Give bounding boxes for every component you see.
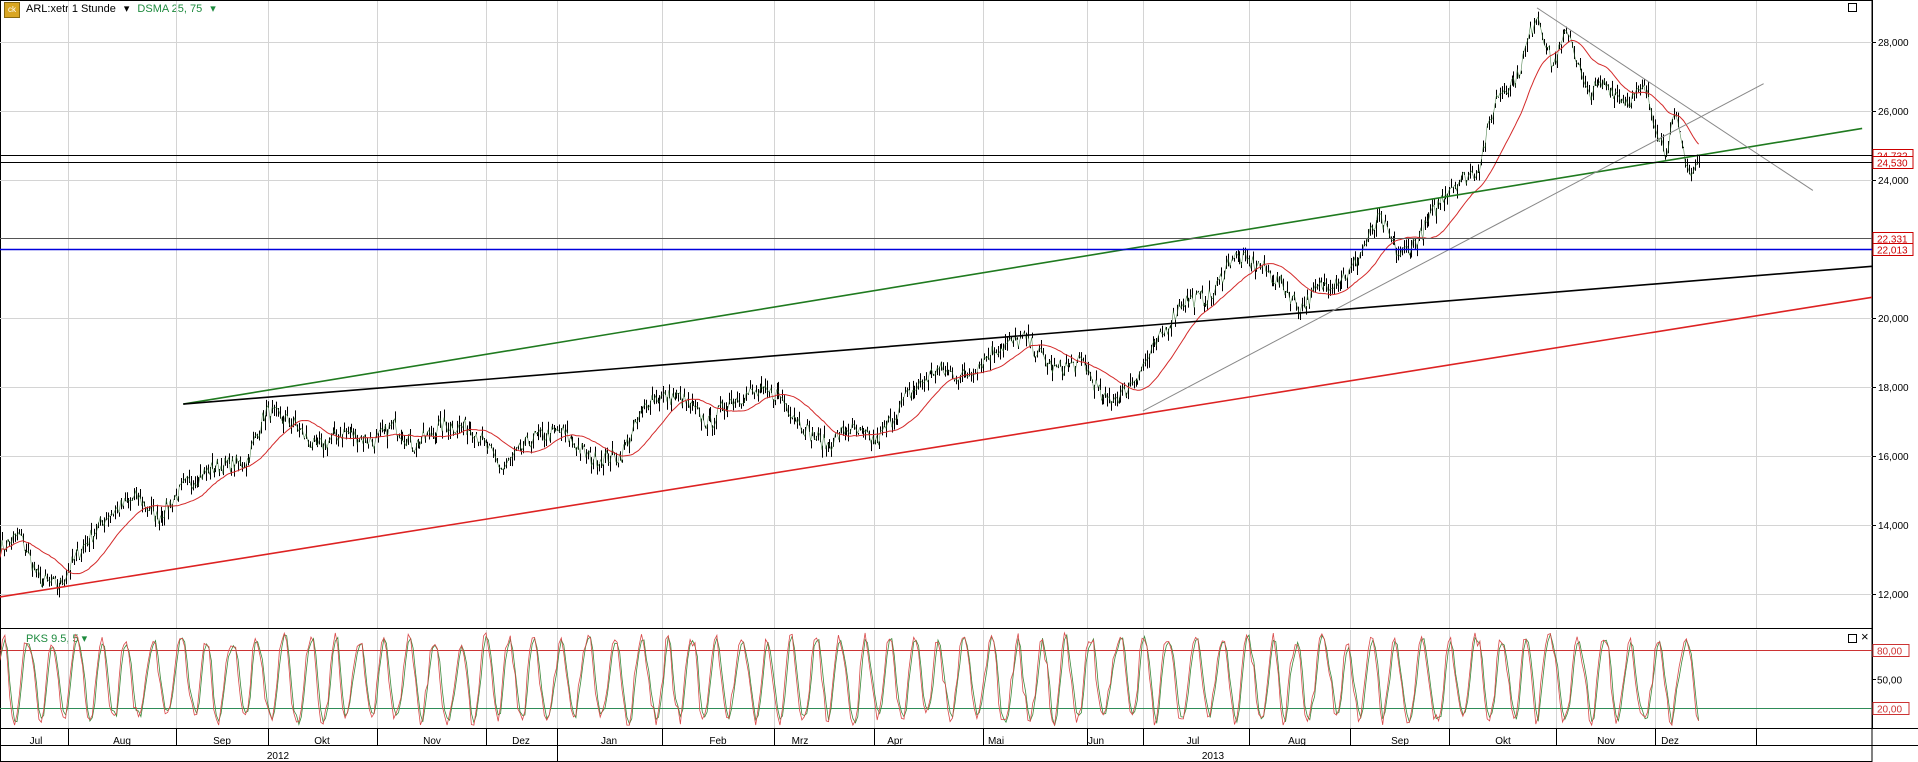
- osc-tick-label: 20,00: [1877, 705, 1902, 716]
- indicator-label[interactable]: DSMA 25, 75: [137, 2, 203, 15]
- osc-level-label-box: [1872, 644, 1910, 657]
- x-month-label: Sep: [213, 736, 231, 747]
- level-label: 22,013: [1877, 246, 1908, 257]
- x-month-label: Jan: [601, 736, 617, 747]
- chart-header: ARL:xetr 1 Stunde ▾ DSMA 25, 75 ▾: [26, 2, 216, 16]
- level-label: 24,530: [1877, 159, 1908, 170]
- x-month-label: Sep: [1391, 736, 1409, 747]
- x-month-label: Apr: [887, 736, 903, 747]
- trend-line: [183, 265, 1873, 405]
- osc-signal-line: [0, 632, 1699, 726]
- x-month-label: Aug: [113, 736, 131, 747]
- maximize-pane-icon[interactable]: [1848, 3, 1857, 12]
- maximize-oscillator-icon[interactable]: [1848, 634, 1857, 643]
- x-month-label: Mai: [988, 736, 1004, 747]
- osc-main-line: [0, 631, 1699, 727]
- y-tick-label: 20,000: [1878, 314, 1909, 325]
- x-month-label: Jun: [1088, 736, 1104, 747]
- trend-line: [0, 296, 1873, 598]
- trend-line: [183, 127, 1863, 405]
- x-month-label: Dez: [512, 736, 530, 747]
- level-label-box: [1872, 243, 1914, 256]
- x-month-label: Feb: [709, 736, 727, 747]
- osc-tick-label: 80,00: [1877, 647, 1902, 658]
- price-close-line: [0, 16, 1699, 590]
- level-label: 22,331: [1877, 235, 1908, 246]
- dropdown-arrow-icon[interactable]: ▾: [123, 3, 130, 15]
- x-month-label: Jul: [30, 736, 43, 747]
- y-tick-label: 16,000: [1878, 452, 1909, 463]
- x-year-label: 2013: [1202, 751, 1225, 762]
- y-tick-label: 18,000: [1878, 383, 1909, 394]
- osc-tick-label: 50,00: [1877, 676, 1902, 687]
- y-tick-label: 24,000: [1878, 176, 1909, 187]
- indicator-dropdown-icon[interactable]: ▾: [210, 3, 216, 15]
- x-month-label: Nov: [423, 736, 441, 747]
- x-month-label: Aug: [1288, 736, 1306, 747]
- x-month-label: Nov: [1597, 736, 1615, 747]
- osc-level-label-box: [1872, 702, 1910, 715]
- x-month-label: Jul: [1187, 736, 1200, 747]
- y-tick-label: 26,000: [1878, 107, 1909, 118]
- trend-line: [1536, 7, 1814, 191]
- trend-line: [1142, 83, 1764, 412]
- x-month-label: Okt: [314, 736, 330, 747]
- y-tick-label: 14,000: [1878, 521, 1909, 532]
- oscillator-label[interactable]: PKS 9.5, 5 ▾: [26, 633, 88, 645]
- level-label-box: [1872, 156, 1914, 169]
- x-year-label: 2012: [267, 751, 290, 762]
- moving-average-line: [0, 39, 1699, 575]
- instrument-logo-icon: ck: [4, 2, 20, 18]
- instrument-label[interactable]: ARL:xetr 1 Stunde: [26, 2, 116, 15]
- y-tick-label: 12,000: [1878, 590, 1909, 601]
- close-oscillator-icon[interactable]: ×: [1861, 629, 1869, 644]
- x-month-label: Okt: [1495, 736, 1511, 747]
- x-month-label: Dez: [1661, 736, 1679, 747]
- y-tick-label: 28,000: [1878, 38, 1909, 49]
- chart-frame: [0, 0, 1873, 762]
- x-month-label: Mrz: [792, 736, 809, 747]
